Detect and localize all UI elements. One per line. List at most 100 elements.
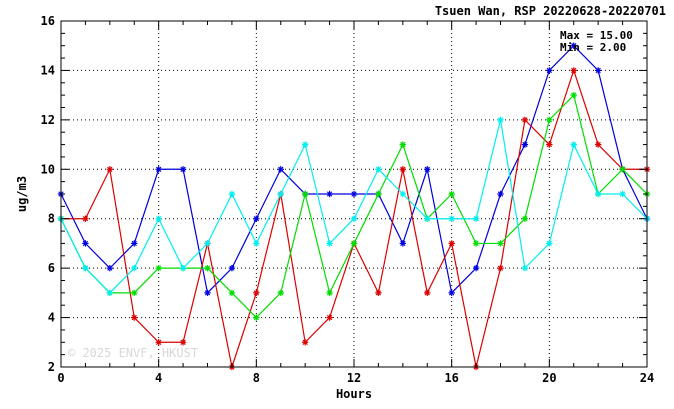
- data-point: [204, 289, 211, 297]
- watermark-text: © 2025 ENVF, HKUST: [68, 346, 198, 360]
- data-point: [204, 264, 211, 272]
- data-point: [82, 240, 89, 247]
- axis-ticks: [60, 20, 648, 368]
- y-tick-label: 14: [41, 63, 55, 77]
- data-point: [521, 264, 529, 272]
- data-point: [497, 240, 504, 247]
- data-point: [326, 314, 333, 321]
- data-point: [155, 215, 162, 222]
- data-point: [350, 190, 358, 198]
- data-point: [570, 91, 577, 99]
- data-point: [228, 289, 236, 297]
- data-point: [594, 141, 602, 148]
- data-point: [472, 240, 480, 247]
- data-point: [131, 264, 138, 272]
- data-point: [619, 190, 626, 198]
- data-point: [228, 190, 236, 198]
- data-point: [277, 289, 284, 297]
- data-point: [424, 215, 431, 222]
- data-point: [253, 314, 260, 321]
- data-point: [375, 289, 382, 297]
- data-point: [521, 141, 529, 148]
- data-point: [594, 67, 602, 74]
- data-point: [570, 141, 577, 148]
- data-point: [375, 190, 382, 198]
- data-point: [399, 240, 407, 247]
- x-tick-label: 20: [542, 371, 556, 385]
- data-point: [253, 289, 260, 297]
- y-axis-title: ug/m3: [15, 176, 29, 212]
- data-point: [204, 240, 211, 247]
- y-tick-label: 6: [48, 261, 55, 275]
- data-point: [399, 190, 407, 198]
- data-point: [546, 141, 553, 148]
- x-tick-label: 4: [155, 371, 162, 385]
- data-point: [179, 264, 187, 272]
- data-point: [228, 264, 236, 272]
- max-stat-label: Max = 15.00: [560, 29, 633, 42]
- data-point: [326, 289, 333, 297]
- data-point: [326, 240, 333, 247]
- data-point: [399, 166, 407, 173]
- data-point: [301, 339, 309, 346]
- x-tick-label: 16: [444, 371, 458, 385]
- data-point: [277, 190, 284, 198]
- data-point: [424, 166, 431, 173]
- data-point: [375, 166, 382, 173]
- data-point: [546, 67, 553, 74]
- data-point: [301, 190, 309, 198]
- x-tick-label: 8: [253, 371, 260, 385]
- x-tick-label: 12: [347, 371, 361, 385]
- data-point: [521, 215, 529, 222]
- y-tick-label: 16: [41, 14, 55, 28]
- y-tick-label: 4: [48, 311, 55, 325]
- data-point: [472, 215, 480, 222]
- data-point: [106, 166, 114, 173]
- x-tick-label: 24: [640, 371, 654, 385]
- data-point: [82, 264, 89, 272]
- data-point: [131, 314, 138, 321]
- data-point: [179, 339, 187, 346]
- y-tick-label: 2: [48, 360, 55, 374]
- data-point: [277, 166, 284, 173]
- y-tick-label: 8: [48, 212, 55, 226]
- data-point: [106, 264, 114, 272]
- data-point: [253, 215, 260, 222]
- data-point: [131, 289, 138, 297]
- data-point: [350, 240, 358, 247]
- data-point: [497, 264, 504, 272]
- x-tick-label: 0: [57, 371, 64, 385]
- data-point: [350, 215, 358, 222]
- data-point: [179, 166, 187, 173]
- data-point: [131, 240, 138, 247]
- y-tick-label: 12: [41, 113, 55, 127]
- y-tick-label: 10: [41, 162, 55, 176]
- data-point: [448, 240, 455, 247]
- data-point: [594, 190, 602, 198]
- data-point: [326, 190, 333, 198]
- data-point: [570, 42, 577, 49]
- min-stat-label: Min = 2.00: [560, 41, 626, 54]
- data-point: [570, 67, 577, 74]
- data-point: [253, 240, 260, 247]
- data-point: [497, 190, 504, 198]
- data-point: [521, 116, 529, 124]
- x-axis-title: Hours: [336, 387, 372, 401]
- data-point: [301, 141, 309, 148]
- data-point: [497, 116, 504, 124]
- data-point: [424, 289, 431, 297]
- data-point: [448, 215, 455, 222]
- data-point: [546, 240, 553, 247]
- data-point: [619, 166, 626, 173]
- data-point: [155, 339, 162, 346]
- data-point: [155, 166, 162, 173]
- chart-title: Tsuen Wan, RSP 20220628-20220701: [435, 4, 666, 18]
- data-point: [448, 190, 455, 198]
- series-3: [57, 91, 651, 321]
- data-point: [82, 215, 89, 222]
- data-point: [448, 289, 455, 297]
- data-point: [106, 289, 114, 297]
- data-point: [155, 264, 162, 272]
